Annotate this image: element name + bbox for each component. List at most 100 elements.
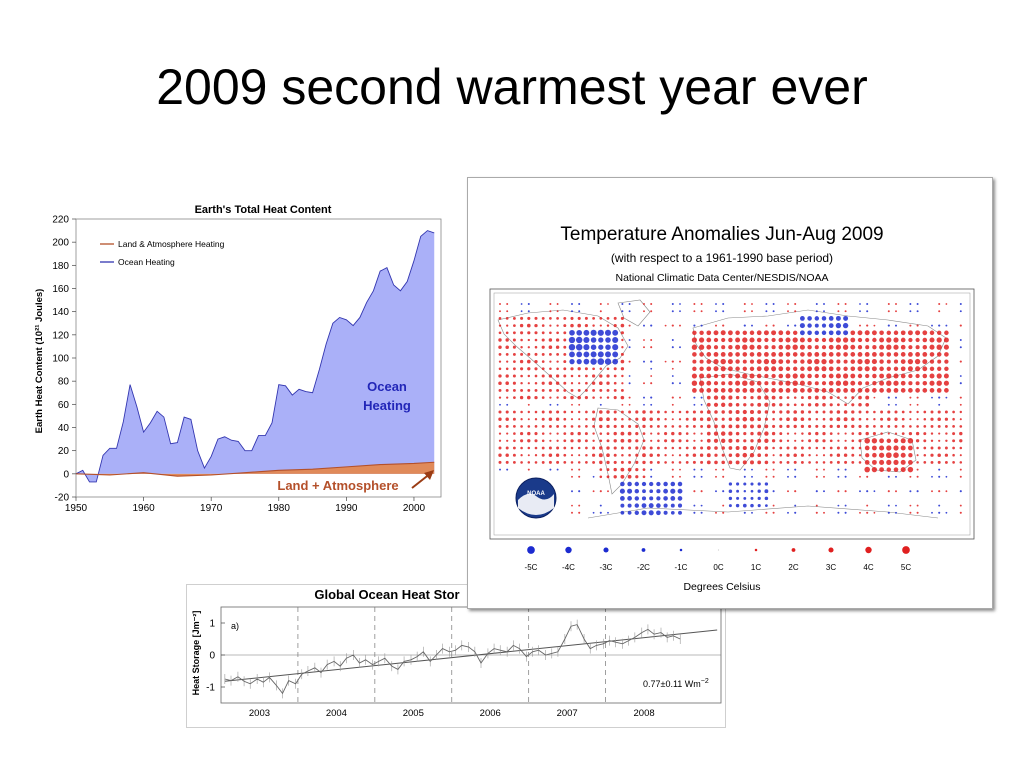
anomaly-dot (556, 388, 560, 392)
anomaly-dot (750, 395, 754, 400)
anomaly-dot (938, 396, 941, 399)
anomaly-dot (700, 446, 704, 450)
anomaly-dot (628, 324, 631, 327)
anomaly-dot (851, 396, 855, 400)
anomaly-dot (627, 503, 632, 508)
anomaly-dot (735, 373, 741, 379)
anomaly-dot (930, 417, 934, 421)
anomaly-dot (648, 503, 654, 509)
anomaly-dot (713, 337, 719, 343)
anomaly-dot (679, 346, 681, 349)
anomaly-dot (563, 324, 567, 328)
anomaly-dot (534, 338, 538, 342)
anomaly-dot (770, 358, 777, 365)
anomaly-dot (700, 324, 703, 327)
anomaly-dot (513, 425, 516, 428)
anomaly-dot (678, 454, 682, 457)
anomaly-dot (844, 310, 847, 313)
legend-label: 3C (826, 563, 836, 572)
anomaly-dot (599, 410, 603, 414)
anomaly-dot (929, 380, 935, 386)
anomaly-dot (722, 490, 725, 493)
anomaly-dot (679, 475, 681, 478)
anomaly-dot (749, 388, 755, 393)
anomaly-dot (563, 439, 567, 443)
anomaly-dot (527, 388, 531, 392)
anomaly-dot (879, 445, 885, 451)
anomaly-dot (612, 329, 619, 336)
anomaly-dot (642, 432, 646, 435)
anomaly-dot (620, 388, 624, 392)
anomaly-dot (549, 468, 552, 471)
anomaly-dot (887, 324, 890, 327)
anomaly-dot (700, 396, 703, 399)
anomaly-dot (671, 418, 674, 421)
anomaly-dot (605, 344, 611, 350)
anomaly-dot (563, 381, 567, 385)
anomaly-dot (563, 461, 567, 464)
anomaly-dot (506, 303, 509, 305)
anomaly-dot (792, 330, 798, 336)
anomaly-dot (945, 303, 948, 305)
anomaly-dot (843, 410, 848, 414)
anomaly-dot (814, 366, 820, 372)
anomaly-dot (628, 417, 631, 421)
anomaly-dot (706, 446, 711, 450)
anomaly-dot (527, 316, 531, 320)
anomaly-dot (915, 337, 920, 343)
anomaly-dot (923, 461, 927, 464)
anomaly-dot (599, 460, 603, 465)
anomaly-dot (721, 410, 725, 414)
anomaly-dot (785, 380, 791, 386)
anomaly-dot (599, 511, 602, 514)
legend-label-ocean: Ocean Heating (118, 257, 175, 267)
anomaly-dot (959, 382, 962, 385)
ocean-heating-label-1: Ocean (367, 379, 407, 394)
anomaly-dot (944, 410, 948, 414)
land-heating-area (76, 462, 435, 477)
anomaly-dot (938, 324, 941, 327)
anomaly-dot (864, 330, 870, 336)
anomaly-dot (592, 453, 596, 457)
anomaly-dot (720, 388, 726, 393)
anomaly-dot (923, 453, 927, 457)
anomaly-dot (656, 496, 661, 501)
anomaly-dot (785, 373, 791, 379)
anomaly-dot (828, 337, 834, 343)
anomaly-dot (692, 417, 697, 421)
anomaly-dot (555, 381, 560, 385)
anomaly-dot (895, 504, 897, 507)
anomaly-dot (836, 366, 841, 371)
anomaly-dot (900, 438, 906, 444)
anomaly-dot (548, 446, 552, 450)
anomaly-dot (613, 374, 617, 378)
anomaly-dot (850, 337, 856, 343)
anomaly-dot (650, 302, 653, 306)
anomaly-dot (743, 468, 746, 471)
anomaly-dot (592, 374, 596, 378)
anomaly-dot (750, 403, 754, 407)
anomaly-dot (916, 511, 919, 514)
anomaly-dot (721, 381, 726, 386)
anomaly-dot (720, 352, 726, 357)
anomaly-dot (578, 454, 581, 457)
anomaly-dot (650, 396, 653, 399)
anomaly-dot (613, 381, 617, 385)
anomaly-dot (578, 511, 581, 514)
anomaly-dot (894, 432, 898, 435)
anomaly-dot (893, 352, 899, 357)
anomaly-dot (807, 352, 812, 357)
anomaly-dot (671, 475, 674, 478)
anomaly-dot (656, 460, 660, 464)
anomaly-dot (764, 489, 769, 494)
anomaly-dot (620, 323, 625, 328)
anomaly-dot (556, 460, 560, 464)
anomaly-dot (699, 417, 704, 421)
anomaly-dot (657, 432, 660, 435)
anomaly-dot (706, 366, 712, 372)
anomaly-dot (715, 468, 717, 471)
anomaly-dot (619, 488, 625, 494)
map-svg: Temperature Anomalies Jun-Aug 2009 (with… (489, 224, 975, 593)
anomaly-dot (678, 446, 682, 450)
anomaly-dot (828, 380, 834, 386)
